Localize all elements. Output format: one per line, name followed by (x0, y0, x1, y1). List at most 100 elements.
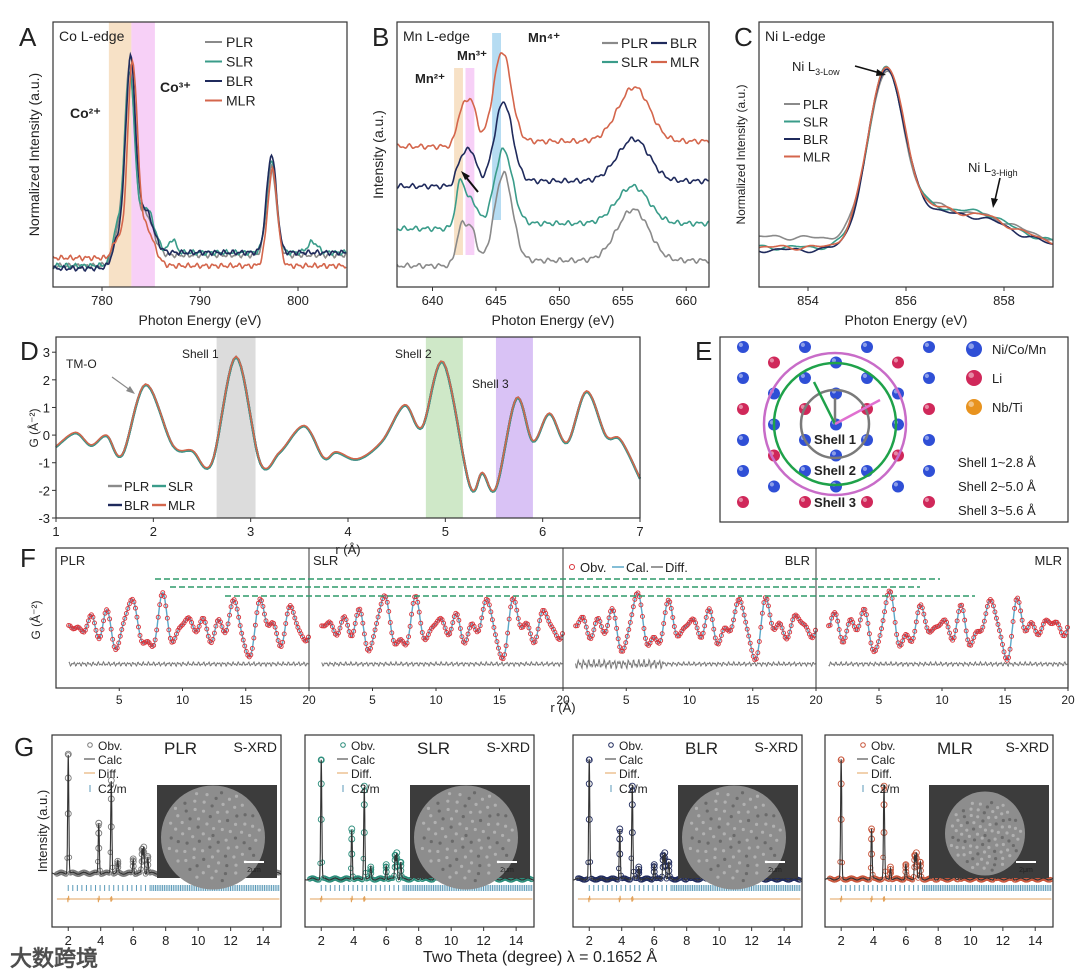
x-tick-label: 4 (344, 524, 351, 539)
observed-point (1019, 617, 1025, 623)
sem-texture (744, 871, 749, 876)
observed-point (136, 624, 141, 630)
legend-label: Obv. (580, 560, 607, 575)
sem-texture (987, 839, 991, 843)
sem-texture (951, 835, 955, 840)
observed-point (658, 876, 664, 882)
sem-texture (961, 809, 966, 813)
observed-point (998, 634, 1004, 640)
x-tick-label: 5 (116, 693, 123, 707)
atom-highlight (862, 466, 868, 471)
y-tick-label: -2 (38, 483, 50, 498)
observed-point (838, 634, 844, 640)
observed-point (532, 639, 538, 645)
sem-texture (991, 809, 995, 814)
sem-texture (467, 796, 471, 800)
panel-title: Mn L-edge (403, 28, 470, 44)
observed-point (585, 816, 593, 823)
sem-texture (480, 797, 485, 801)
observed-point (357, 606, 363, 612)
observed-point (204, 626, 210, 632)
sem-texture (446, 799, 450, 803)
observed-point (228, 604, 234, 610)
atom-sphere (737, 465, 749, 477)
sem-texture (992, 863, 997, 867)
difference-line (575, 658, 816, 671)
observed-point (891, 606, 897, 612)
observed-point (99, 627, 105, 632)
sem-texture (704, 801, 708, 805)
atom-sphere (799, 496, 811, 508)
observed-point (512, 599, 518, 605)
sem-texture (1000, 812, 1004, 816)
sem-texture (167, 846, 171, 851)
legend-label: MLR (803, 150, 830, 165)
observed-point (363, 641, 369, 646)
scale-bar-label: 2μm (247, 867, 261, 874)
sem-texture (1008, 817, 1012, 822)
x-tick-label: 6 (539, 524, 546, 539)
sem-texture (169, 821, 173, 825)
observed-point (898, 642, 904, 648)
sem-texture (469, 810, 473, 814)
atom-sphere (923, 434, 935, 446)
legend-label: Ni/Co/Mn (992, 342, 1046, 357)
observed-point (105, 609, 111, 615)
observed-point (480, 606, 486, 612)
sem-texture (975, 862, 980, 866)
sem-texture (954, 813, 958, 817)
observed-point (612, 615, 618, 621)
observed-point (418, 620, 424, 626)
subpanel-label-BLR: BLR (785, 553, 810, 568)
sem-texture (773, 853, 777, 857)
sem-texture (690, 836, 694, 840)
sem-texture (763, 841, 767, 845)
atom-sphere (966, 341, 982, 357)
atom-sphere (768, 480, 780, 493)
sem-texture (477, 838, 481, 842)
observed-point (993, 615, 999, 621)
sem-texture (772, 824, 776, 828)
sem-texture (989, 801, 994, 805)
band-label-mn3: Mn³⁺ (457, 48, 487, 63)
observed-point (753, 656, 759, 662)
observed-point (863, 612, 869, 618)
x-tick-label: 10 (963, 933, 977, 948)
sem-texture (445, 847, 449, 851)
plot-area-G-BLR (572, 734, 803, 928)
sem-texture (1011, 843, 1015, 848)
observed-point (371, 634, 376, 640)
shell-2-vector-icon (812, 381, 837, 425)
observed-point (951, 635, 957, 641)
x-tick-label: 10 (429, 693, 443, 707)
legend-label: PLR (226, 34, 253, 50)
sem-texture (469, 861, 474, 865)
sem-texture (996, 806, 1000, 810)
sem-texture (695, 827, 699, 831)
legend-label: C2/m (351, 782, 380, 796)
sem-texture (243, 822, 247, 826)
difference-line (68, 660, 309, 668)
sem-texture (201, 809, 206, 813)
observed-point (614, 625, 620, 631)
observed-point (505, 630, 511, 636)
legend-label: Obv. (619, 739, 643, 753)
sem-texture (176, 839, 180, 844)
sem-texture (447, 792, 452, 796)
sem-texture (173, 806, 178, 811)
sem-texture (1001, 818, 1005, 823)
observed-point (107, 616, 113, 622)
observed-point (116, 640, 122, 646)
observed-point (582, 618, 588, 624)
sem-texture (478, 810, 482, 814)
sem-texture (428, 849, 432, 853)
sem-texture (214, 796, 218, 800)
x-tick-label: 15 (493, 693, 507, 707)
technique-label: S-XRD (1005, 739, 1049, 755)
sem-texture (972, 838, 977, 842)
arrow-head-icon (126, 386, 135, 394)
observed-point (378, 601, 384, 607)
sem-texture (970, 801, 974, 805)
observed-point (358, 611, 364, 617)
sem-texture (731, 855, 736, 859)
